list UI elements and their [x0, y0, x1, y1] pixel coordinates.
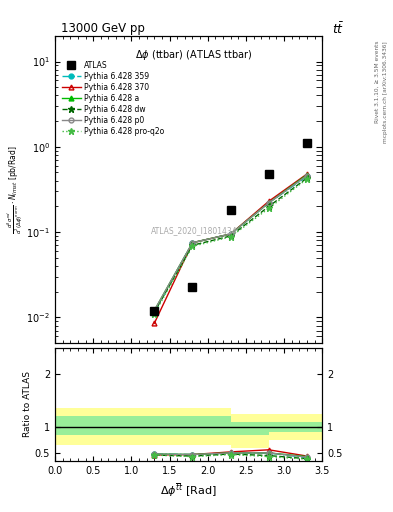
Text: $\Delta\phi$ (ttbar) (ATLAS ttbar): $\Delta\phi$ (ttbar) (ATLAS ttbar) [135, 48, 253, 62]
ATLAS [228, 207, 233, 214]
Legend: ATLAS, Pythia 6.428 359, Pythia 6.428 370, Pythia 6.428 a, Pythia 6.428 dw, Pyth: ATLAS, Pythia 6.428 359, Pythia 6.428 37… [62, 61, 165, 136]
Text: mcplots.cern.ch [arXiv:1306.3436]: mcplots.cern.ch [arXiv:1306.3436] [383, 41, 387, 143]
Y-axis label: $\frac{d^2\sigma^{nd}}{d^2(\Delta\phi)^{norm}}\cdot N_{lmst}$ [pb/Rad]: $\frac{d^2\sigma^{nd}}{d^2(\Delta\phi)^{… [5, 145, 24, 233]
Pythia 6.428 370 [228, 231, 233, 237]
Pythia 6.428 p0 [266, 200, 271, 206]
Line: Pythia 6.428 370: Pythia 6.428 370 [152, 172, 309, 326]
Line: Pythia 6.428 pro-q2o: Pythia 6.428 pro-q2o [151, 176, 310, 317]
Pythia 6.428 pro-q2o [266, 205, 271, 211]
Pythia 6.428 pro-q2o [190, 243, 195, 249]
Pythia 6.428 370 [266, 198, 271, 204]
Pythia 6.428 p0 [228, 231, 233, 237]
Pythia 6.428 a [305, 172, 309, 178]
Pythia 6.428 359 [228, 231, 233, 237]
ATLAS [152, 308, 157, 314]
Pythia 6.428 a [228, 231, 233, 237]
Pythia 6.428 359 [266, 200, 271, 206]
Text: Rivet 3.1.10, ≥ 3.5M events: Rivet 3.1.10, ≥ 3.5M events [375, 41, 380, 123]
Pythia 6.428 a [190, 240, 195, 246]
Pythia 6.428 a [152, 308, 157, 314]
X-axis label: $\Delta\phi^{\overline{t}t}$ [Rad]: $\Delta\phi^{\overline{t}t}$ [Rad] [160, 481, 217, 499]
Pythia 6.428 dw [152, 309, 157, 315]
Pythia 6.428 pro-q2o [305, 176, 309, 182]
Text: ATLAS_2020_I1801434: ATLAS_2020_I1801434 [151, 226, 237, 236]
Line: Pythia 6.428 p0: Pythia 6.428 p0 [152, 173, 309, 313]
Pythia 6.428 p0 [152, 308, 157, 314]
Pythia 6.428 370 [190, 240, 195, 246]
Pythia 6.428 a [266, 200, 271, 206]
Pythia 6.428 dw [190, 242, 195, 248]
Text: 13000 GeV pp: 13000 GeV pp [61, 22, 145, 34]
Pythia 6.428 359 [190, 240, 195, 246]
Line: Pythia 6.428 dw: Pythia 6.428 dw [151, 175, 310, 315]
Y-axis label: Ratio to ATLAS: Ratio to ATLAS [23, 372, 32, 437]
Text: $t\bar{t}$: $t\bar{t}$ [332, 22, 344, 37]
Line: Pythia 6.428 a: Pythia 6.428 a [152, 173, 309, 313]
Pythia 6.428 370 [152, 321, 157, 327]
Pythia 6.428 p0 [190, 240, 195, 246]
Pythia 6.428 370 [305, 171, 309, 177]
Pythia 6.428 359 [152, 309, 157, 315]
Line: Pythia 6.428 359: Pythia 6.428 359 [152, 174, 309, 314]
Pythia 6.428 359 [305, 173, 309, 179]
ATLAS [305, 140, 309, 146]
Pythia 6.428 pro-q2o [228, 234, 233, 240]
Pythia 6.428 dw [305, 175, 309, 181]
Pythia 6.428 p0 [305, 173, 309, 179]
Pythia 6.428 dw [228, 233, 233, 239]
Pythia 6.428 pro-q2o [152, 311, 157, 317]
Pythia 6.428 dw [266, 203, 271, 209]
ATLAS [190, 284, 195, 290]
Line: ATLAS: ATLAS [150, 139, 311, 315]
ATLAS [266, 171, 271, 177]
